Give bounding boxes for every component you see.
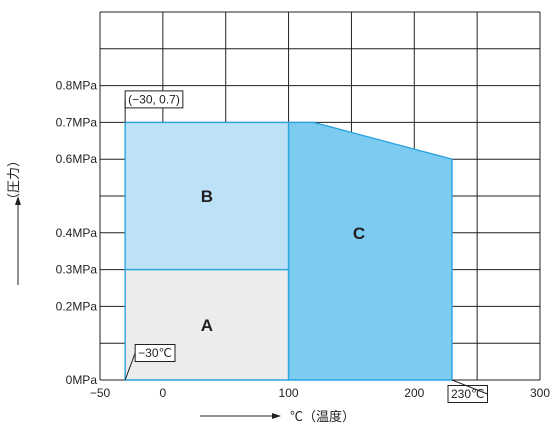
x-axis-title: ℃（温度） [200, 409, 355, 424]
region-c [287, 121, 453, 381]
y-tick-label: 0.6MPa [56, 152, 98, 166]
callout-max-temp-text: 230℃ [451, 387, 485, 401]
y-axis-title-text: （圧力） [6, 154, 21, 206]
region-label-a: A [201, 316, 213, 335]
y-tick-label: 0.4MPa [56, 226, 98, 240]
x-tick-label: 200 [404, 386, 424, 400]
x-tick-label: 100 [279, 386, 299, 400]
x-axis-arrowhead [272, 413, 281, 419]
x-tick-label: 0 [160, 386, 167, 400]
y-axis-arrowhead [15, 196, 21, 205]
x-axis-title-text: ℃（温度） [290, 409, 355, 424]
callout-min-temp-leader [124, 352, 136, 381]
y-tick-label: 0.8MPa [56, 79, 98, 93]
regions [124, 121, 453, 381]
x-tick-label: 300 [530, 386, 550, 400]
tick-labels: 0MPa 0.2MPa 0.3MPa 0.4MPa 0.6MPa 0.7MPa 0.8MPa… [56, 79, 551, 400]
y-tick-label: 0.2MPa [56, 299, 98, 313]
y-tick-label: 0.7MPa [56, 115, 98, 129]
y-tick-label: 0MPa [66, 373, 98, 387]
y-tick-label: 0.3MPa [56, 263, 98, 277]
callout-max-temp-leader [451, 379, 488, 395]
y-axis-title: （圧力） [6, 154, 21, 285]
region-labels: A B C [201, 187, 365, 335]
region-label-b: B [201, 187, 213, 206]
callout-min-temp-text: −30℃ [138, 346, 172, 360]
callouts: (−30, 0.7) −30℃ 230℃ [124, 90, 488, 403]
x-tick-label: −50 [90, 386, 111, 400]
callout-top-left-text: (−30, 0.7) [128, 92, 180, 106]
region-label-c: C [353, 224, 365, 243]
